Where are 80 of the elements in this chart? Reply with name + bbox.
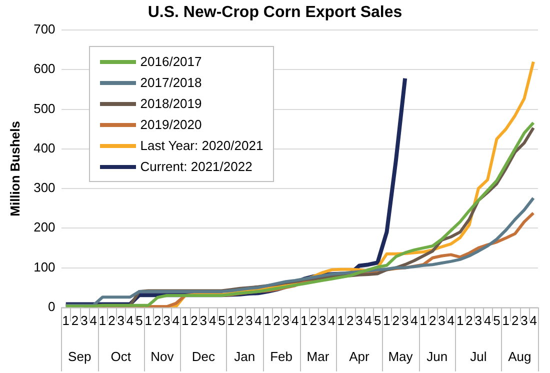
chart-title: U.S. New-Crop Corn Export Sales: [146, 4, 404, 22]
x-tick-label: 2: [466, 312, 473, 328]
y-axis-title: Million Bushels: [7, 121, 22, 216]
text: Aug: [508, 348, 532, 364]
x-tick-label: 2: [392, 312, 400, 328]
x-tick-label: 1: [181, 312, 189, 328]
x-tick-label: 1: [264, 312, 272, 328]
x-tick-label: 4: [208, 312, 216, 328]
x-tick-label: 3: [246, 312, 253, 328]
y-tick-label: 0: [48, 298, 56, 314]
x-tick-label: 4: [484, 312, 492, 328]
x-tick-label: 2: [346, 312, 354, 328]
x-tick-label: 3: [438, 312, 446, 328]
y-tick-label: 700: [34, 22, 56, 37]
x-tick-label: 3: [356, 312, 363, 328]
x-tick-label: 3: [318, 312, 326, 328]
x-tick-label: 3: [163, 312, 170, 328]
text: Dec: [192, 348, 216, 364]
text: Mar: [306, 348, 330, 364]
text: Jul: [470, 348, 487, 364]
x-tick-label: 3: [117, 312, 124, 328]
x-tick-label: 2: [428, 312, 436, 328]
x-tick-label: 3: [401, 312, 409, 328]
text: Sep: [68, 348, 92, 364]
x-tick-label: 4: [328, 312, 336, 328]
y-tick-label: 400: [34, 140, 56, 156]
y-tick-label: 600: [34, 61, 56, 76]
legend-label: Current: 2021/2022: [140, 159, 252, 174]
x-tick-label: 3: [200, 312, 208, 328]
y-tick-label: 200: [34, 220, 56, 235]
x-tick-label: 5: [136, 312, 143, 328]
x-tick-label: 1: [337, 312, 345, 328]
x-tick-label: 2: [71, 312, 79, 328]
text: Apr: [349, 348, 370, 364]
x-tick-label: 2: [511, 312, 519, 328]
text: Jan: [234, 348, 256, 364]
legend-label: 2017/2018: [140, 75, 202, 90]
x-tick-label: 4: [254, 312, 262, 328]
x-tick-label: 1: [456, 312, 464, 328]
x-tick-label: 2: [108, 312, 116, 328]
x-tick-label: 4: [126, 312, 134, 328]
x-tick-label: 3: [282, 312, 290, 328]
x-tick-label: 4: [447, 312, 455, 328]
legend-label: 2016/2017: [140, 54, 202, 69]
x-tick-label: 5: [218, 312, 226, 328]
x-tick-label: 1: [227, 312, 235, 328]
x-tick-label: 1: [420, 312, 428, 328]
x-tick-label: 4: [291, 312, 299, 328]
x-tick-label: 4: [172, 312, 180, 328]
text: Nov: [150, 348, 174, 364]
x-tick-label: 1: [502, 312, 510, 328]
legend-label: 2019/2020: [140, 117, 202, 132]
legend-label: Last Year: 2020/2021: [140, 138, 264, 153]
x-tick-label: 4: [410, 312, 418, 328]
x-tick-label: 4: [530, 312, 538, 328]
x-tick-label: 1: [144, 312, 152, 328]
x-tick-label: 2: [190, 312, 198, 328]
x-tick-label: 3: [80, 312, 88, 328]
x-tick-label: 4: [90, 312, 97, 328]
legend-label: 2018/2019: [140, 96, 202, 111]
x-tick-label: 1: [62, 312, 70, 328]
y-tick-label: 300: [34, 180, 56, 196]
x-tick-label: 4: [364, 312, 372, 328]
x-tick-label: 1: [98, 312, 106, 328]
x-tick-label: 2: [236, 312, 244, 328]
x-tick-label: 5: [374, 312, 382, 328]
text: Oct: [110, 348, 132, 364]
x-tick-label: 2: [154, 312, 162, 328]
y-tick-label: 500: [34, 100, 56, 116]
x-tick-label: 3: [474, 312, 482, 328]
x-tick-label: 5: [493, 312, 500, 328]
x-tick-label: 1: [383, 312, 390, 328]
x-tick-label: 1: [300, 312, 308, 328]
text: Jun: [426, 348, 448, 364]
text: Feb: [270, 348, 293, 364]
y-tick-label: 100: [34, 259, 56, 274]
x-tick-label: 2: [273, 312, 280, 328]
x-tick-label: 3: [520, 312, 528, 328]
x-tick-label: 2: [310, 312, 318, 328]
text: May: [388, 348, 414, 364]
